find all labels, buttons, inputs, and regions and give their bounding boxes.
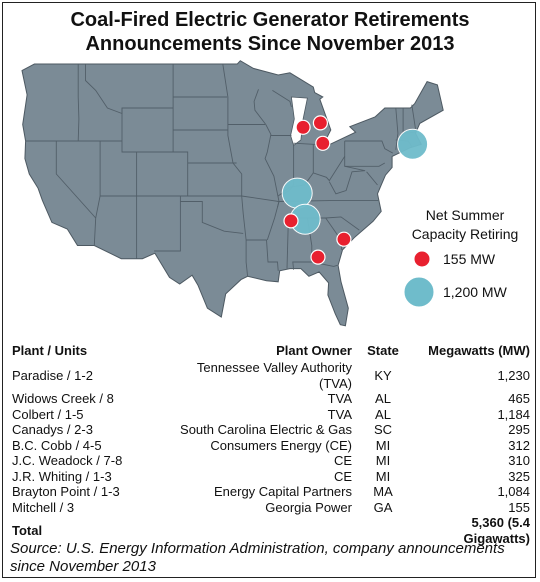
state-border-line xyxy=(222,63,249,277)
us-land-shape xyxy=(21,60,444,327)
cell-owner: South Carolina Electric & Gas xyxy=(180,422,352,437)
cell-mw: 1,184 xyxy=(497,406,530,422)
table-row: Widows Creek / 8 TVA AL 465 xyxy=(12,391,530,407)
cell-state: KY xyxy=(374,367,392,383)
cell-owner: Consumers Energy (CE) xyxy=(210,437,352,453)
state-border-line xyxy=(93,141,101,246)
header-plant: Plant / Units xyxy=(12,343,88,358)
plant-marker-b-c-cobb xyxy=(295,119,311,135)
state-border-line xyxy=(253,89,280,241)
state-border-line xyxy=(344,162,386,167)
plant-marker-brayton-point xyxy=(397,128,429,160)
cell-mw: 312 xyxy=(508,437,530,453)
cell-owner: TVA xyxy=(327,406,352,422)
cell-owner: Energy Capital Partners xyxy=(213,484,352,499)
total-mw: 5,360 (5.4 Gigawatts) xyxy=(463,515,530,546)
cell-state: MA xyxy=(373,484,393,499)
us-map xyxy=(21,60,444,327)
header-state: State xyxy=(367,343,399,358)
legend-title-line-2: Capacity Retiring xyxy=(411,226,519,242)
plant-marker-canadys xyxy=(336,231,352,247)
plant-marker-j-r-whiting xyxy=(315,135,331,151)
plant-marker-colbert xyxy=(283,213,299,229)
us-landmass xyxy=(21,60,444,327)
cell-mw: 1,084 xyxy=(497,484,530,499)
cell-owner: TVA xyxy=(327,391,352,406)
cell-mw: 295 xyxy=(508,422,530,437)
table-header-row: Plant / Units Plant Owner State Megawatt… xyxy=(12,342,530,360)
table-row: J.R. Whiting / 1-3 CE MI 325 xyxy=(12,469,530,485)
legend-small-marker xyxy=(413,250,431,268)
state-border-line xyxy=(246,239,279,271)
retirements-table: Plant / Units Plant Owner State Megawatt… xyxy=(12,342,530,546)
legend-large-marker xyxy=(403,276,435,308)
header-owner: Plant Owner xyxy=(276,343,352,358)
state-border-line xyxy=(85,64,174,115)
table-row: J.C. Weadock / 7-8 CE MI 310 xyxy=(12,453,530,469)
table-row: Paradise / 1-2 Tennessee Valley Authorit… xyxy=(12,360,530,391)
total-label: Total xyxy=(12,522,43,538)
cell-mw: 310 xyxy=(508,453,530,468)
source-line-2: since November 2013 xyxy=(10,558,156,575)
cell-plant: Paradise / 1-2 xyxy=(12,367,93,383)
cell-state: GA xyxy=(373,499,393,515)
state-border-line xyxy=(395,107,399,150)
cell-owner: CE xyxy=(333,453,352,468)
cell-state: SC xyxy=(373,422,393,437)
plant-marker-paradise xyxy=(281,177,313,209)
cell-mw: 155 xyxy=(508,499,530,515)
state-border-line xyxy=(344,140,394,154)
header-mw: Megawatts (MW) xyxy=(428,343,530,358)
cell-owner: Tennessee Valley Authority (TVA) xyxy=(196,360,352,391)
cell-state: AL xyxy=(375,406,391,422)
cell-state: MI xyxy=(375,437,391,453)
cell-plant: B.C. Cobb / 4-5 xyxy=(12,437,102,453)
table-row: Canadys / 2-3 South Carolina Electric & … xyxy=(12,422,530,438)
plant-markers xyxy=(281,115,429,265)
cell-mw: 1,230 xyxy=(497,367,530,383)
legend-large-label: 1,200 MW xyxy=(443,284,507,300)
state-border-line xyxy=(312,141,346,182)
title-line-2: Announcements Since November 2013 xyxy=(85,33,455,55)
state-borders xyxy=(25,63,416,277)
cell-mw: 465 xyxy=(508,391,530,406)
cell-state: MI xyxy=(375,453,391,468)
source-note: Source: U.S. Energy Information Administ… xyxy=(10,540,530,576)
legend-title-line-1: Net Summer xyxy=(425,207,505,223)
cell-plant: Mitchell / 3 xyxy=(12,499,75,515)
cell-mw: 325 xyxy=(508,468,530,484)
table-row: Brayton Point / 1-3 Energy Capital Partn… xyxy=(12,484,530,500)
legend-small-label: 155 MW xyxy=(443,251,496,267)
cell-plant: J.C. Weadock / 7-8 xyxy=(12,453,123,468)
cell-owner: Georgia Power xyxy=(265,499,352,515)
cell-state: AL xyxy=(375,391,391,406)
title-line-1: Coal-Fired Electric Generator Retirement… xyxy=(70,9,470,31)
table-total-row: Total 5,360 (5.4 Gigawatts) xyxy=(12,515,530,546)
source-line-1: Source: U.S. Energy Information Administ… xyxy=(10,540,505,557)
cell-plant: Canadys / 2-3 xyxy=(12,422,93,437)
cell-owner: CE xyxy=(333,468,352,484)
legend-symbols xyxy=(403,250,435,308)
state-border-line xyxy=(77,64,80,142)
cell-plant: Widows Creek / 8 xyxy=(12,391,114,406)
plant-marker-mitchell xyxy=(310,249,326,265)
plant-marker-j-c-weadock xyxy=(312,115,328,131)
table-row: Mitchell / 3 Georgia Power GA 155 xyxy=(12,500,530,516)
state-border-line xyxy=(180,201,244,234)
table-row: Colbert / 1-5 TVA AL 1,184 xyxy=(12,407,530,423)
state-border-line xyxy=(366,171,378,186)
cell-plant: Brayton Point / 1-3 xyxy=(12,484,120,499)
state-border-line xyxy=(55,141,97,219)
cell-state: MI xyxy=(375,468,391,484)
cell-plant: J.R. Whiting / 1-3 xyxy=(12,468,112,484)
table-row: B.C. Cobb / 4-5 Consumers Energy (CE) MI… xyxy=(12,438,530,454)
state-border-line xyxy=(272,90,292,108)
state-border-line xyxy=(411,104,416,129)
cell-plant: Colbert / 1-5 xyxy=(12,406,84,422)
